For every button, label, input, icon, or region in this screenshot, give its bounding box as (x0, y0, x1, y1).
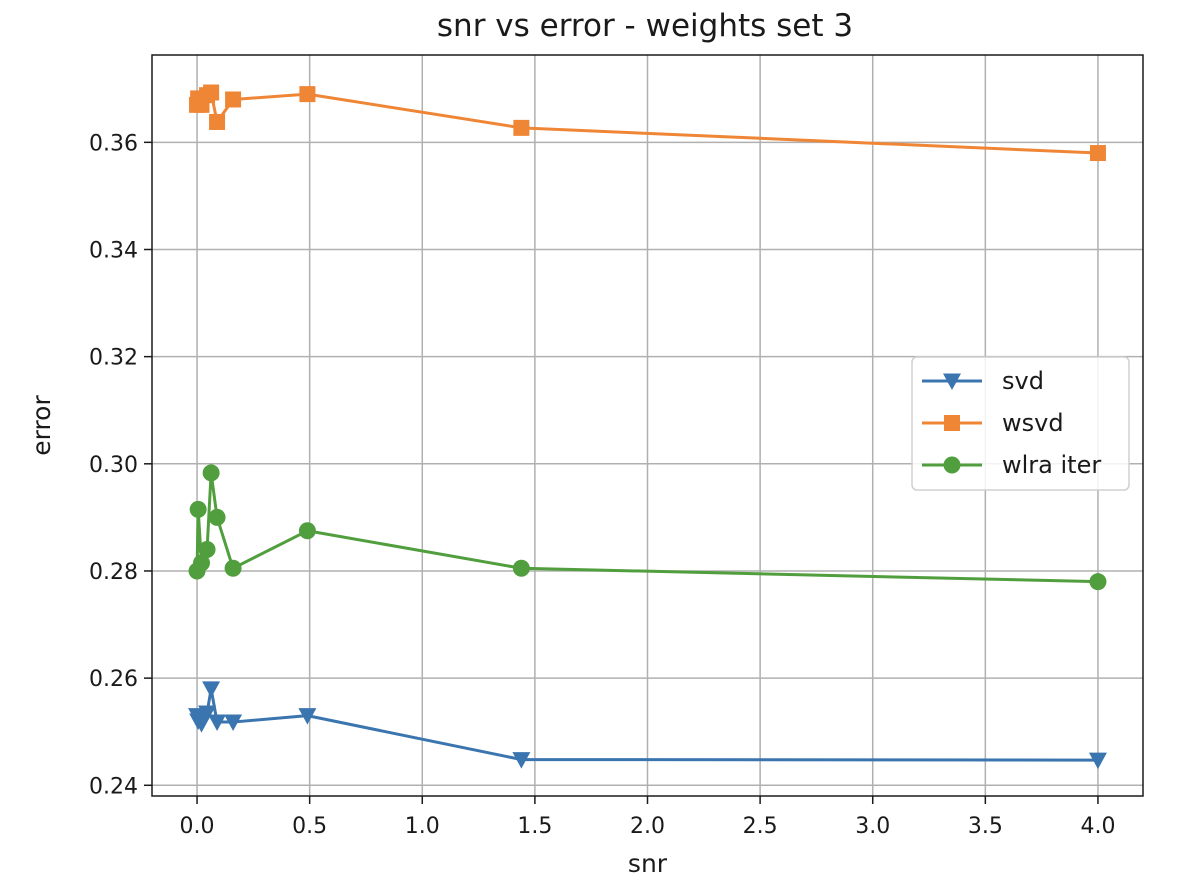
legend-label: svd (1002, 367, 1044, 395)
series-layer (188, 84, 1107, 770)
y-tick-label: 0.36 (89, 131, 138, 156)
y-tick-label: 0.32 (89, 346, 138, 371)
axis-ticks: 0.0 0.5 1.0 1.5 2.0 2.5 3.0 3.5 4.0 0.24 0.26 0.28 0… (89, 131, 1115, 839)
data-point-wsvd (209, 113, 226, 130)
data-point-wsvd (299, 86, 316, 103)
y-tick-label: 0.28 (89, 560, 138, 585)
data-point-svd (1088, 752, 1107, 770)
legend-marker (943, 373, 961, 390)
x-tick-label: 0.0 (180, 814, 215, 839)
data-point-svd (192, 716, 211, 733)
x-tick-label: 0.5 (292, 814, 327, 839)
data-point-wsvd (1089, 145, 1106, 162)
x-tick-label: 2.0 (630, 814, 665, 839)
x-tick-label: 3.0 (855, 814, 890, 839)
data-point-svd (202, 681, 221, 698)
data-point-wlra-iter (202, 464, 220, 482)
legend-marker (944, 415, 960, 431)
data-point-wsvd (513, 119, 530, 136)
data-point-wlra-iter (1089, 573, 1107, 591)
y-tick-label: 0.26 (89, 667, 138, 692)
data-point-wlra-iter (298, 522, 316, 540)
y-axis-label: error (27, 395, 56, 456)
y-tick-label: 0.34 (89, 238, 138, 263)
x-tick-label: 1.0 (405, 814, 440, 839)
data-point-wlra-iter (512, 559, 530, 577)
data-point-wsvd (225, 91, 242, 108)
data-point-wlra-iter (189, 500, 207, 518)
data-point-wlra-iter (198, 541, 216, 559)
data-point-svd (512, 752, 531, 769)
legend-box (911, 356, 1130, 491)
data-point-wlra-iter (208, 508, 226, 526)
series-svd (188, 681, 1107, 770)
x-axis-label: snr (628, 849, 668, 878)
data-point-wlra-iter (193, 554, 211, 572)
chart-title: snr vs error - weights set 3 (437, 8, 853, 44)
y-tick-label: 0.30 (89, 453, 138, 478)
legend-marker (943, 456, 961, 474)
x-tick-label: 4.0 (1080, 814, 1115, 839)
legend-label: wsvd (1002, 409, 1064, 437)
series-line-wlra-iter (195, 471, 1098, 584)
y-tick-label: 0.24 (89, 774, 138, 799)
series-wsvd (189, 84, 1106, 162)
data-point-svd (198, 705, 217, 722)
x-tick-label: 1.5 (517, 814, 552, 839)
data-point-svd (208, 714, 227, 732)
legend-label: wlra iter (1002, 451, 1101, 479)
series-wlra-iter (188, 464, 1107, 591)
legend: svd wsvd wlra iter (911, 356, 1130, 491)
x-tick-label: 3.5 (968, 814, 1003, 839)
data-point-svd (224, 714, 243, 732)
data-point-wsvd (203, 84, 220, 101)
x-tick-label: 2.5 (743, 814, 778, 839)
data-point-wlra-iter (224, 559, 242, 577)
data-point-svd (298, 708, 317, 725)
